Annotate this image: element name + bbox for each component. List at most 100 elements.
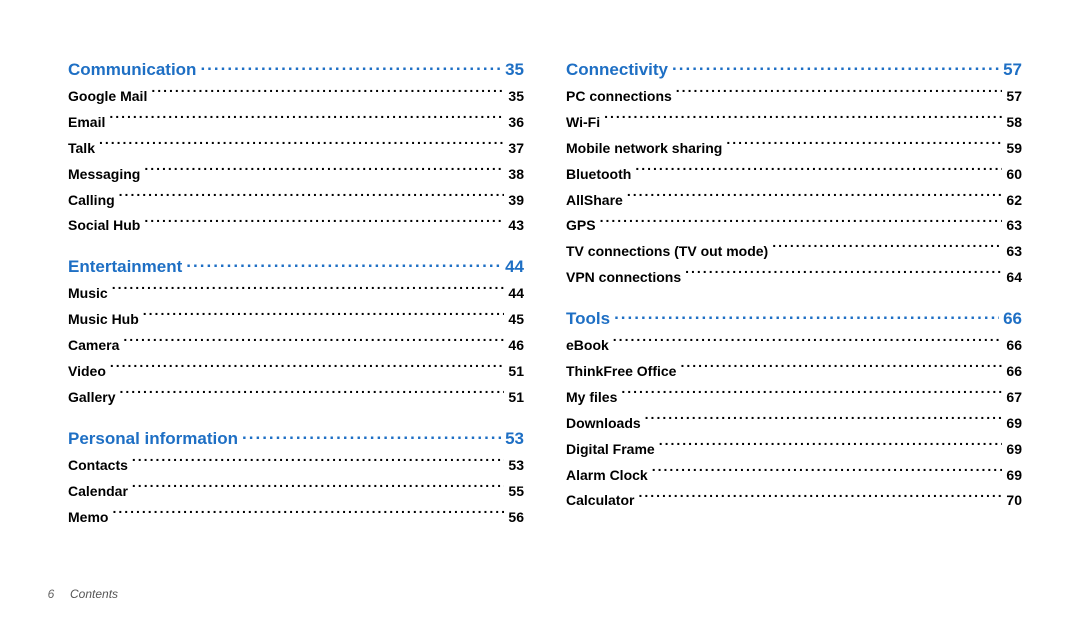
section-heading: Entertainment44 [68,255,524,277]
leader-dots [627,191,1003,205]
item-page: 60 [1006,162,1022,188]
leader-dots [110,362,505,376]
toc-item: VPN connections 64 [566,265,1022,291]
item-label: Messaging [68,162,140,188]
item-label: Music Hub [68,307,139,333]
section-heading: Personal information 53 [68,427,524,449]
item-page: 69 [1006,437,1022,463]
leader-dots [680,362,1002,376]
leader-dots [600,216,1003,230]
leader-dots [186,255,501,272]
toc-item: Calendar 55 [68,479,524,505]
item-label: Contacts [68,453,128,479]
item-page: 69 [1006,411,1022,437]
leader-dots [119,191,505,205]
item-page: 67 [1006,385,1022,411]
item-page: 63 [1006,213,1022,239]
item-page: 46 [508,333,524,359]
toc-item: eBook 66 [566,333,1022,359]
section-heading: Connectivity57 [566,58,1022,80]
toc-item: Mobile network sharing59 [566,136,1022,162]
item-label: Mobile network sharing [566,136,722,162]
section-title: Personal information [68,429,238,449]
leader-dots [685,268,1002,282]
toc-item: Camera 46 [68,333,524,359]
leader-dots [645,414,1003,428]
leader-dots [676,87,1003,101]
item-page: 38 [508,162,524,188]
item-label: PC connections [566,84,672,110]
leader-dots [143,310,505,324]
item-page: 63 [1006,239,1022,265]
item-page: 66 [1006,359,1022,385]
section-heading: Communication 35 [68,58,524,80]
item-label: Social Hub [68,213,140,239]
item-page: 39 [508,188,524,214]
leader-dots [144,165,504,179]
item-label: Wi-Fi [566,110,600,136]
leader-dots [635,165,1002,179]
leader-dots [613,336,1003,350]
item-page: 56 [508,505,524,531]
leader-dots [659,440,1003,454]
item-label: VPN connections [566,265,681,291]
toc-item: GPS63 [566,213,1022,239]
toc-item: Google Mail35 [68,84,524,110]
item-label: Email [68,110,105,136]
toc-item: Music44 [68,281,524,307]
item-page: 66 [1006,333,1022,359]
toc-item: Social Hub 43 [68,213,524,239]
item-page: 37 [508,136,524,162]
section-page: 57 [1003,60,1022,80]
item-page: 58 [1006,110,1022,136]
toc-item: Email36 [68,110,524,136]
item-label: Memo [68,505,108,531]
item-page: 64 [1006,265,1022,291]
leader-dots [604,113,1002,127]
toc-item: Calculator70 [566,488,1022,514]
leader-dots [726,139,1002,153]
toc-item: My files 67 [566,385,1022,411]
leader-dots [99,139,504,153]
leader-dots [672,58,999,75]
item-page: 43 [508,213,524,239]
section-page: 66 [1003,309,1022,329]
toc-item: ThinkFree Office66 [566,359,1022,385]
item-page: 45 [508,307,524,333]
item-label: eBook [566,333,609,359]
leader-dots [132,456,505,470]
item-label: Camera [68,333,119,359]
footer: 6 Contents [40,583,118,605]
section-page: 53 [505,429,524,449]
item-label: Calendar [68,479,128,505]
page: Communication 35 Google Mail35Email36Talk 3… [0,0,1080,629]
item-label: Video [68,359,106,385]
item-page: 55 [508,479,524,505]
item-page: 69 [1006,463,1022,489]
leader-dots [638,491,1002,505]
footer-label: Contents [70,587,118,601]
section-page: 35 [505,60,524,80]
item-label: Calling [68,188,115,214]
item-page: 57 [1006,84,1022,110]
toc-item: Bluetooth 60 [566,162,1022,188]
toc-item: PC connections 57 [566,84,1022,110]
item-label: Alarm Clock [566,463,648,489]
toc-item: Contacts 53 [68,453,524,479]
item-page: 51 [508,385,524,411]
item-label: TV connections (TV out mode) [566,239,768,265]
page-number: 6 [40,583,62,605]
item-label: Digital Frame [566,437,655,463]
item-label: Google Mail [68,84,147,110]
column-left: Communication 35 Google Mail35Email36Talk 3… [68,58,524,530]
section-title: Communication [68,60,196,80]
item-label: AllShare [566,188,623,214]
leader-dots [621,388,1002,402]
section-heading: Tools66 [566,307,1022,329]
leader-dots [112,284,505,298]
item-page: 53 [508,453,524,479]
item-label: Talk [68,136,95,162]
item-label: Bluetooth [566,162,631,188]
item-label: My files [566,385,617,411]
item-page: 62 [1006,188,1022,214]
